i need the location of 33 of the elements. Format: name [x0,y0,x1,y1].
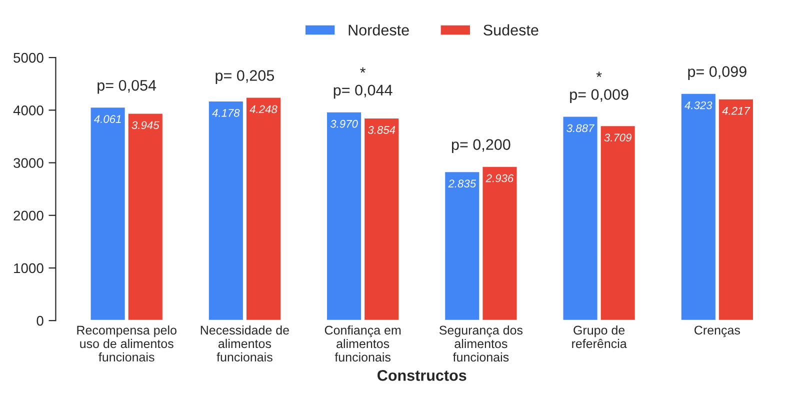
data-label: 4.323 [684,101,712,110]
x-tick-label: Recompensa pelo uso de alimentos funcionais [77,325,176,362]
y-tick-label: 0 [36,316,44,326]
x-tick-label: Necessidade de alimentos funcionais [200,325,289,362]
annotation: p= 0,054 [98,80,156,94]
data-label: 4.061 [94,115,121,123]
y-tick-label: 2000 [14,210,44,221]
y-tick-label: 5000 [14,52,44,63]
legend-label: Sudeste [484,24,538,36]
data-label: 4.248 [250,105,278,114]
x-tick-label: Segurança dos alimentos funcionais [439,325,523,362]
x-tick-label: Confiança em alimentos funcionais [324,325,401,362]
x-tick-label: Grupo de referência [572,325,627,348]
data-label: 4.178 [212,108,240,117]
x-axis-title: Constructos [378,370,466,381]
y-tick-label: 4000 [13,105,44,116]
annotation: p= 0,205 [216,70,274,84]
annotation: * p= 0,009 [570,72,628,103]
data-label: 3.970 [330,120,358,128]
data-label: 2.936 [486,174,514,182]
data-label: 3.709 [604,134,632,142]
x-tick-label: Crenças [694,326,740,338]
data-label: 4.217 [722,106,750,115]
annotation: p= 0,200 [452,139,510,153]
data-label: 3.945 [132,121,160,130]
annotation: * p= 0,044 [334,67,392,99]
data-label: 2.835 [448,180,476,188]
data-label: 3.854 [368,126,396,134]
legend-label: Nordeste [348,24,409,36]
data-label: 3.887 [566,124,595,132]
y-tick-label: 3000 [14,158,44,168]
annotation: p= 0,099 [688,66,746,80]
y-tick-label: 1000 [14,263,44,274]
